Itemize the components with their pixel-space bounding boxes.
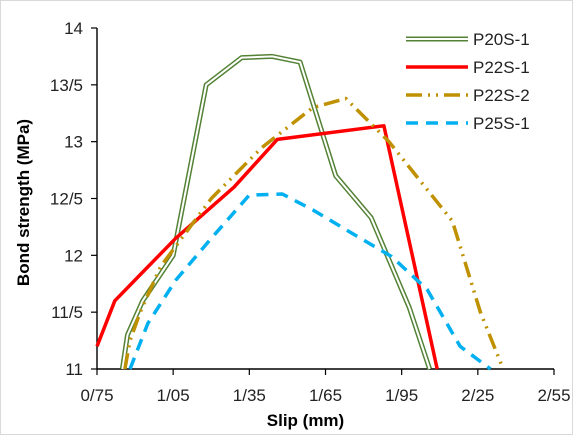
x-tick-label: 2/55 [537,386,570,405]
legend-label: P25S-1 [473,114,530,133]
y-tick-label: 13/5 [50,76,83,95]
y-tick-label: 14 [64,19,83,38]
y-tick-label: 12 [64,246,83,265]
series-line-p20s-1-core [121,55,431,370]
x-tick-label: 1/05 [157,386,190,405]
y-tick-label: 13 [64,133,83,152]
x-tick-label: 1/35 [233,386,266,405]
y-axis-title: Bond strength (MPa) [14,119,33,286]
series-line-p20s-1 [119,53,432,370]
series-line-p22s-2 [123,96,505,370]
legend-label: P20S-1 [473,30,530,49]
y-tick-label: 12/5 [50,190,83,209]
x-axis-title: Slip (mm) [267,411,344,430]
x-tick-label: 2/25 [461,386,494,405]
y-tick-label: 11/5 [51,303,83,322]
legend-label: P22S-2 [473,86,530,105]
y-tick-label: 11 [65,360,83,379]
x-tick-label: 0/75 [80,386,113,405]
series-line-p25s-1 [128,192,492,371]
x-tick-label: 1/95 [385,386,418,405]
series-line-p22s-1 [95,124,439,370]
legend-label: P22S-1 [473,58,530,77]
x-tick-label: 1/65 [309,386,342,405]
